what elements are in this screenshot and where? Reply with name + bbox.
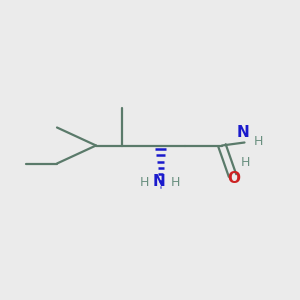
Text: H: H [240, 155, 250, 169]
Text: O: O [227, 171, 241, 186]
Text: H: H [139, 176, 149, 190]
Text: H: H [254, 135, 264, 148]
Text: H: H [171, 176, 180, 190]
Text: N: N [237, 125, 249, 140]
Text: N: N [153, 174, 165, 189]
